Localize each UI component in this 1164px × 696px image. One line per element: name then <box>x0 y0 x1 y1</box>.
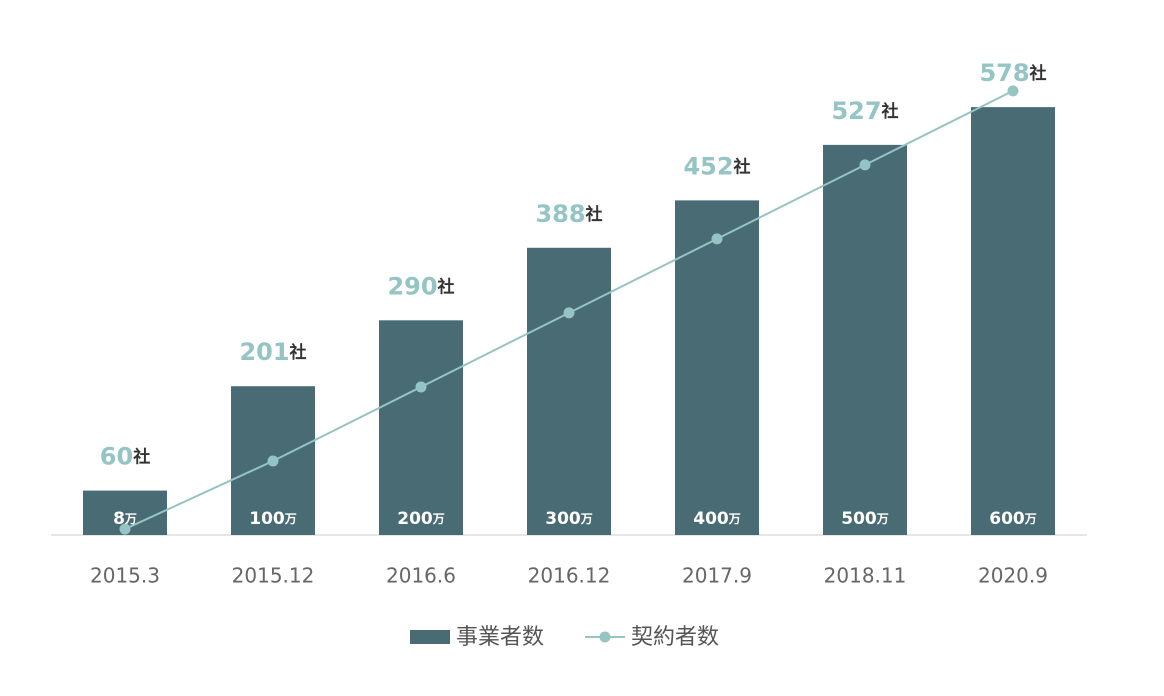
label-unit: 万 <box>124 512 137 526</box>
line-point <box>563 307 575 319</box>
label-unit: 万 <box>432 512 445 526</box>
x-tick-label: 2017.9 <box>682 564 752 588</box>
label-number: 200 <box>397 509 433 529</box>
bar-value-label: 578社 <box>979 59 1046 87</box>
label-number: 100 <box>249 509 285 529</box>
label-number: 201 <box>239 338 289 366</box>
label-number: 527 <box>831 97 881 125</box>
label-unit: 万 <box>580 512 593 526</box>
line-value-label: 600万 <box>989 509 1037 529</box>
line-value-label: 200万 <box>397 509 445 529</box>
label-number: 452 <box>683 152 733 180</box>
label-number: 388 <box>535 200 585 228</box>
label-unit: 社 <box>289 342 307 363</box>
label-number: 578 <box>979 59 1029 87</box>
bar <box>527 247 611 535</box>
line-point <box>119 523 131 535</box>
bar-value-label: 60社 <box>100 443 150 471</box>
bar-value-label: 527社 <box>831 97 898 125</box>
x-tick-label: 2020.9 <box>978 564 1048 588</box>
label-number: 290 <box>387 272 437 300</box>
legend-swatch <box>410 630 450 644</box>
label-number: 8 <box>113 509 125 529</box>
line-value-label: 500万 <box>841 509 889 529</box>
label-unit: 社 <box>585 204 603 225</box>
line-value-label: 8万 <box>113 509 137 529</box>
line-value-label: 300万 <box>545 509 593 529</box>
bar <box>971 107 1055 535</box>
line-point <box>267 455 279 467</box>
label-unit: 社 <box>881 101 899 122</box>
label-unit: 万 <box>728 512 741 526</box>
bar <box>823 144 907 536</box>
line-point <box>711 233 723 245</box>
label-unit: 社 <box>733 156 751 177</box>
label-number: 400 <box>693 509 729 529</box>
label-unit: 万 <box>1024 512 1037 526</box>
bar-value-label: 452社 <box>683 152 750 180</box>
x-tick-label: 2015.3 <box>90 564 160 588</box>
bar-value-label: 290社 <box>387 272 454 300</box>
line-point <box>415 381 427 393</box>
x-tick-label: 2016.12 <box>528 564 611 588</box>
legend-label: 事業者数 <box>456 625 544 650</box>
label-unit: 社 <box>1029 63 1047 84</box>
label-number: 500 <box>841 509 877 529</box>
bar-value-label: 388社 <box>535 200 602 228</box>
label-unit: 万 <box>876 512 889 526</box>
label-number: 600 <box>989 509 1025 529</box>
label-unit: 社 <box>132 447 150 468</box>
label-number: 60 <box>100 443 133 471</box>
x-tick-label: 2015.12 <box>232 564 315 588</box>
label-unit: 万 <box>284 512 297 526</box>
legend-label: 契約者数 <box>631 625 719 650</box>
line-value-label: 400万 <box>693 509 741 529</box>
bar <box>675 200 759 535</box>
x-tick-label: 2018.11 <box>824 564 907 588</box>
line-value-label: 100万 <box>249 509 297 529</box>
x-tick-label: 2016.6 <box>386 564 456 588</box>
bar-value-label: 201社 <box>239 338 306 366</box>
bar <box>379 320 463 535</box>
line-point <box>859 159 871 171</box>
label-unit: 社 <box>437 276 455 297</box>
label-number: 300 <box>545 509 581 529</box>
legend-swatch-dot <box>599 631 611 643</box>
line-point <box>1007 85 1019 97</box>
